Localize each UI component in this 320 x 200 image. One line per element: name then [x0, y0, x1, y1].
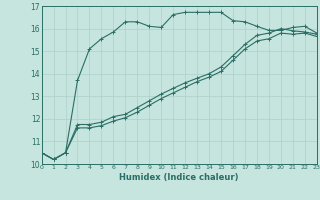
X-axis label: Humidex (Indice chaleur): Humidex (Indice chaleur) — [119, 173, 239, 182]
